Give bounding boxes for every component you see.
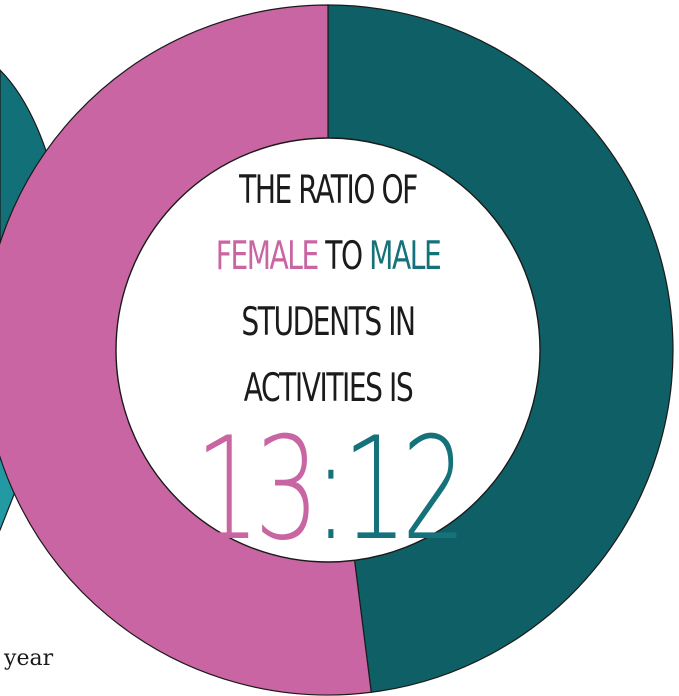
donut-hole (115, 137, 541, 563)
ratio-female-value: 13 (195, 407, 319, 572)
center-label: THE RATIO OF FEMALE TO MALE STUDENTS IN … (116, 158, 540, 561)
ratio-separator: : (313, 407, 348, 572)
center-line-4: ACTIVITIES IS (243, 366, 414, 411)
male-word: MALE (369, 234, 442, 279)
center-line-2: FEMALE TO MALE (175, 224, 480, 290)
caption-text: l year (0, 646, 54, 671)
to-word: TO (325, 234, 363, 279)
center-line-3: STUDENTS IN (241, 300, 416, 345)
center-line-1: THE RATIO OF (239, 168, 418, 213)
female-word: FEMALE (215, 234, 320, 279)
ratio-male-value: 12 (342, 407, 466, 572)
ratio-value: 13:12 (175, 419, 480, 561)
